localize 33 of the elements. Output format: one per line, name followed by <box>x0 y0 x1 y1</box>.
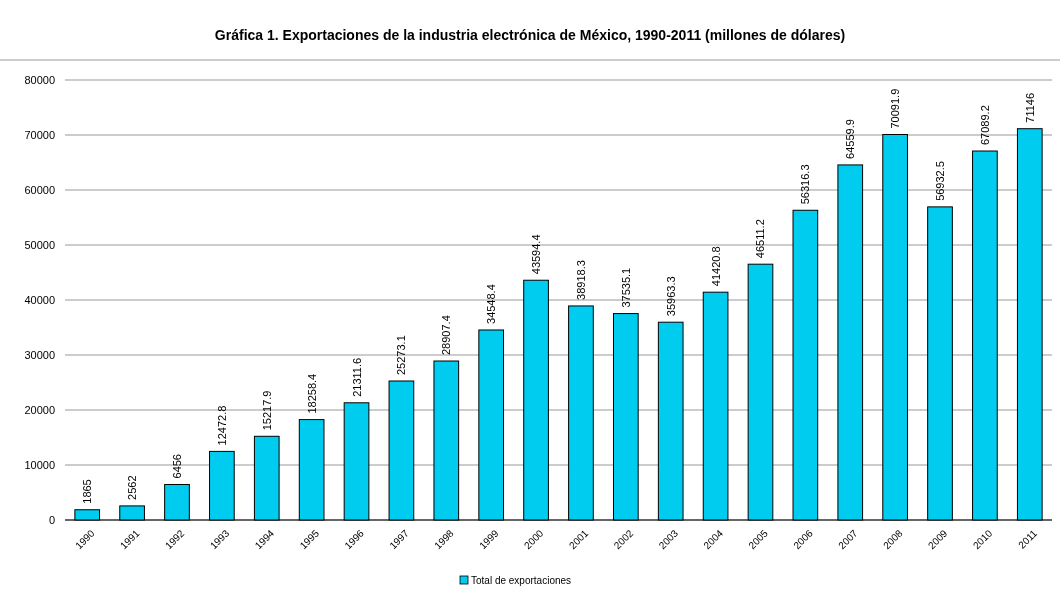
y-tick-label: 60000 <box>24 184 55 196</box>
chart-title: Gráfica 1. Exportaciones de la industria electrónica de México, 1990-2011 (millones de dólares) <box>214 27 846 43</box>
data-label: 56932.5 <box>934 161 947 201</box>
data-label: 70091.9 <box>889 88 902 129</box>
y-tick-label: 40000 <box>24 294 55 306</box>
data-label: 15217.9 <box>260 390 273 431</box>
y-tick-label: 30000 <box>24 349 55 361</box>
data-label: 18258.4 <box>305 373 318 414</box>
y-tick-label: 80000 <box>24 74 55 86</box>
data-label: 67089.2 <box>978 105 991 146</box>
y-tick-label: 50000 <box>24 239 55 251</box>
data-label: 1865 <box>81 479 94 504</box>
data-label: 37535.1 <box>619 267 632 308</box>
data-label: 28907.4 <box>440 315 453 356</box>
data-label: 56316.3 <box>799 164 812 205</box>
data-label: 2562 <box>126 475 139 500</box>
legend-label: Total de exportaciones <box>471 575 572 586</box>
data-label: 43594.4 <box>530 234 543 275</box>
data-label: 38918.3 <box>574 260 587 300</box>
y-tick-label: 0 <box>48 514 55 526</box>
data-label: 41420.8 <box>709 246 722 287</box>
data-label: 6456 <box>170 454 183 479</box>
data-label: 46511.2 <box>754 219 767 259</box>
data-label: 35963.3 <box>664 276 677 317</box>
data-label: 64559.9 <box>844 119 857 159</box>
y-tick-label: 10000 <box>24 459 55 471</box>
data-label: 25273.1 <box>395 335 408 375</box>
data-label: 34548.4 <box>485 284 498 324</box>
data-label: 12472.8 <box>215 405 228 446</box>
y-tick-label: 70000 <box>24 129 55 141</box>
y-tick-label: 20000 <box>24 404 55 416</box>
data-label: 71146 <box>1023 92 1036 123</box>
data-label: 21311.6 <box>350 357 363 397</box>
